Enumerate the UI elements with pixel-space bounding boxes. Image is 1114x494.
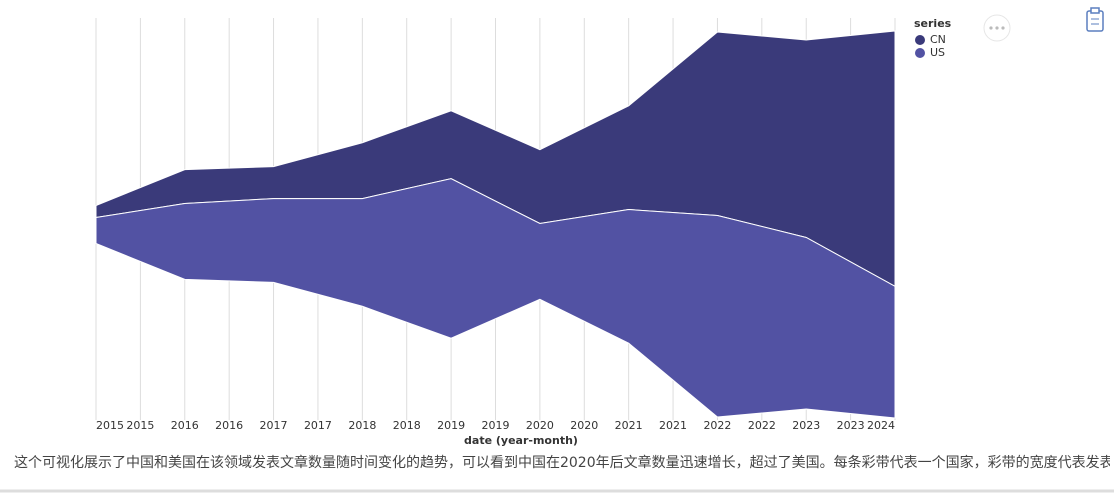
- x-tick-label: 2022: [748, 419, 776, 432]
- clipboard-clip: [1090, 7, 1100, 14]
- more-button[interactable]: [983, 14, 1011, 42]
- x-tick-label: 2021: [615, 419, 643, 432]
- x-tick-label: 2023: [792, 419, 820, 432]
- legend-label: CN: [930, 33, 946, 46]
- stream-area: [95, 178, 896, 419]
- x-tick-label: 2017: [260, 419, 288, 432]
- legend-swatch: [915, 35, 925, 45]
- x-tick-label: 2022: [703, 419, 731, 432]
- x-tick-label: 2016: [215, 419, 243, 432]
- x-tick-label: 2024: [867, 419, 895, 432]
- x-tick-label: 2019: [437, 419, 465, 432]
- x-tick-label: 2018: [393, 419, 421, 432]
- x-axis-label: date (year-month): [464, 434, 578, 447]
- x-tick-label: 2019: [482, 419, 510, 432]
- x-tick-label: 2016: [171, 419, 199, 432]
- dot: [1001, 26, 1005, 30]
- caption: 这个可视化展示了中国和美国在该领域发表文章数量随时间变化的趋势，可以看到中国在2…: [14, 455, 1110, 471]
- dot: [989, 26, 993, 30]
- x-tick-label: 2020: [570, 419, 598, 432]
- x-tick-label: 2015: [126, 419, 154, 432]
- x-tick-label: 2017: [304, 419, 332, 432]
- legend-label: US: [930, 46, 945, 59]
- x-tick-label: 2018: [348, 419, 376, 432]
- dot: [995, 26, 999, 30]
- clipboard-icon[interactable]: [1086, 7, 1104, 32]
- legend-title: series: [914, 17, 952, 30]
- x-tick-label: 2021: [659, 419, 687, 432]
- legend-swatch: [915, 48, 925, 58]
- x-tick-label: 2020: [526, 419, 554, 432]
- clipboard-body[interactable]: [1086, 10, 1104, 32]
- x-tick-label: 2015: [96, 419, 124, 432]
- x-tick-label: 2023: [837, 419, 865, 432]
